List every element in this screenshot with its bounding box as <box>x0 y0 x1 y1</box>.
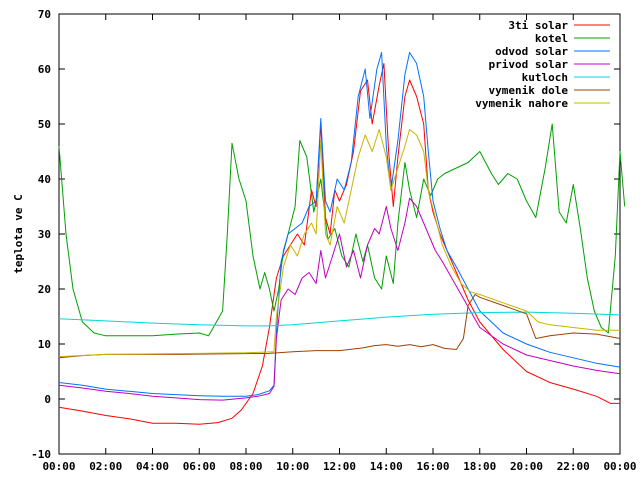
x-tick-label: 20:00 <box>510 460 543 473</box>
series-line-1 <box>58 63 620 425</box>
x-tick-label: 04:00 <box>136 460 169 473</box>
x-tick-label: 12:00 <box>323 460 356 473</box>
y-axis-label: teplota ve C <box>12 194 25 273</box>
series-line-6 <box>58 294 621 359</box>
legend-label: kotel <box>535 32 568 45</box>
x-tick-label: 08:00 <box>229 460 262 473</box>
y-tick-label: 70 <box>38 8 51 21</box>
series-line-7 <box>58 129 620 358</box>
x-tick-label: 22:00 <box>557 460 590 473</box>
y-tick-label: 30 <box>38 228 51 241</box>
y-tick-label: 40 <box>38 173 51 186</box>
x-tick-label: 00:00 <box>603 460 636 473</box>
y-tick-label: -10 <box>31 448 51 461</box>
legend-label: vymenik dole <box>489 84 569 97</box>
series-line-4 <box>58 197 621 401</box>
legend-label: 3ti solar <box>508 19 568 32</box>
series-line-2 <box>58 123 626 337</box>
legend-label: odvod solar <box>495 45 568 58</box>
x-axis-ticks: 00:00 02:00 04:00 06:00 08:00 10:00 12:00 14:00… <box>42 14 637 473</box>
legend-label: privod solar <box>489 58 569 71</box>
series-layer <box>58 52 626 425</box>
x-tick-label: 18:00 <box>463 460 496 473</box>
y-axis-ticks: -10 0 10 20 30 40 50 60 70 <box>31 8 620 461</box>
x-tick-label: 06:00 <box>183 460 216 473</box>
y-tick-label: 0 <box>44 393 51 406</box>
legend-label: vymenik nahore <box>475 97 568 110</box>
y-tick-label: 60 <box>38 63 51 76</box>
x-tick-label: 10:00 <box>276 460 309 473</box>
series-line-3 <box>58 52 621 397</box>
x-tick-label: 02:00 <box>89 460 122 473</box>
legend-label: kutloch <box>522 71 568 84</box>
y-tick-label: 20 <box>38 283 51 296</box>
y-tick-label: 10 <box>38 338 51 351</box>
x-tick-label: 14:00 <box>370 460 403 473</box>
x-tick-label: 00:00 <box>42 460 75 473</box>
x-tick-label: 16:00 <box>416 460 449 473</box>
y-tick-label: 50 <box>38 118 51 131</box>
series-line-5 <box>58 311 621 327</box>
